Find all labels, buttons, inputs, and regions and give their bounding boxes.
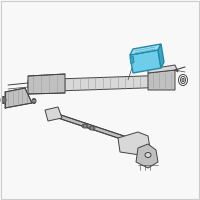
Polygon shape [158, 44, 164, 68]
Ellipse shape [180, 76, 186, 84]
Polygon shape [148, 70, 175, 90]
Polygon shape [130, 50, 161, 73]
Polygon shape [148, 65, 178, 73]
Polygon shape [5, 88, 32, 108]
Ellipse shape [82, 124, 88, 128]
Ellipse shape [2, 98, 5, 102]
Polygon shape [130, 56, 134, 64]
Ellipse shape [3, 99, 4, 101]
Polygon shape [130, 44, 161, 55]
Ellipse shape [145, 152, 151, 158]
Ellipse shape [179, 74, 188, 86]
Ellipse shape [33, 99, 35, 102]
Ellipse shape [89, 126, 95, 130]
Polygon shape [52, 112, 130, 142]
Ellipse shape [32, 98, 36, 104]
Ellipse shape [182, 78, 184, 82]
Polygon shape [118, 132, 150, 155]
Ellipse shape [84, 125, 86, 127]
Polygon shape [45, 107, 62, 121]
Polygon shape [28, 74, 65, 94]
Ellipse shape [1, 97, 6, 104]
Polygon shape [136, 144, 158, 168]
Ellipse shape [90, 127, 94, 129]
Polygon shape [28, 75, 172, 92]
